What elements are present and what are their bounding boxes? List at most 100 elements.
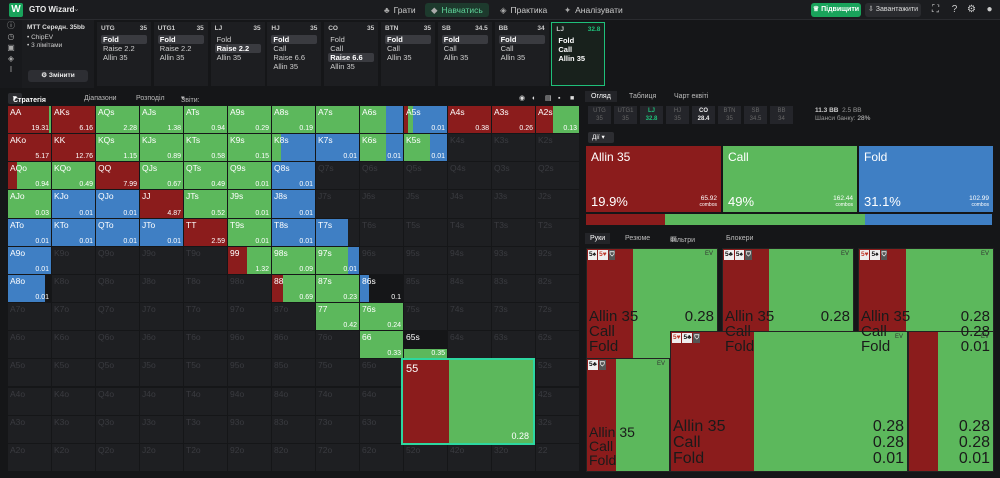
hand-cell[interactable]: AQo 0.94 [8,162,52,191]
info-icon[interactable]: ⓘ [7,21,15,30]
hand-cell[interactable]: 63o [360,415,404,444]
hand-cell[interactable]: A6o [8,331,52,360]
settings-icon[interactable]: ⚙ [967,4,976,15]
hand-cell[interactable]: Q8s 0.01 [272,162,316,191]
action-option[interactable]: Allin 35 [387,53,412,62]
hand-cell[interactable]: Q4o [96,387,140,416]
hand-cell[interactable]: Q6s [360,162,404,191]
hand-cell[interactable]: AKs 6.16 [52,106,96,135]
hand-cell[interactable]: 66 0.33 [360,331,404,360]
hand-cell[interactable]: 52s [536,359,580,388]
hand-cell[interactable]: AQs 2.28 [96,106,140,135]
hand-cell[interactable]: J2s [536,190,580,219]
hand-cell[interactable]: K9o [52,246,96,275]
hand-cell[interactable]: 73o [316,415,360,444]
hand-cell[interactable]: TT 2.59 [184,218,228,247]
clock-icon[interactable]: ◷ [7,32,15,41]
tab-reports[interactable]: Звіти: Флопи ▾ [181,95,202,115]
hand-cell[interactable]: 82o [272,443,316,472]
hand-cell[interactable]: 83o [272,415,316,444]
mini-position[interactable]: UTG1 35 [614,106,637,124]
action-option[interactable]: Raise 2.2 [103,44,135,53]
hand-cell[interactable]: A7s [316,106,360,135]
position-btn[interactable]: BTN 35 Fold Call Allin 35 [381,22,435,86]
hand-cell[interactable]: K8s [272,134,316,163]
hand-cell[interactable]: 98o [228,274,272,304]
action-option[interactable]: Fold [385,35,431,44]
action-option[interactable]: Fold [157,35,204,44]
action-option[interactable]: Fold [558,36,575,45]
hand-cell[interactable]: 77 0.42 [316,303,360,332]
hand-cell[interactable]: J6o [140,331,184,360]
hand-cell[interactable]: AA 19.31 [8,106,52,135]
hand-cell[interactable]: 72o [316,443,360,472]
hand-cell[interactable]: A3o [8,415,52,444]
hand-cell[interactable]: 98s 0.09 [272,246,316,275]
action-option[interactable]: Fold [498,35,545,44]
hand-cell[interactable]: K2o [52,443,96,472]
hand-cell[interactable]: 92o [228,443,272,472]
action-option[interactable]: Fold [271,35,318,44]
hand-cell[interactable]: 86o [272,331,316,360]
hand-cell[interactable]: Q6o [96,331,140,360]
action-option[interactable]: Raise 6.6 [273,53,306,62]
hand-cell[interactable]: 95o [228,359,272,388]
hand-cell[interactable]: 85s [404,274,448,304]
hand-cell[interactable]: 42s [536,387,580,416]
hand-cell[interactable]: Q9s 0.01 [228,162,272,191]
view-mode-icon[interactable]: ◉ [519,95,526,102]
hand-cell[interactable]: KJs 0.89 [140,134,184,163]
hand-cell[interactable]: 84o [272,387,316,416]
hand-cell[interactable]: K9s 0.15 [228,134,272,163]
hand-cell[interactable]: K6s 0.01 [360,134,404,163]
hand-cell[interactable]: 94o [228,387,272,416]
hand-cell[interactable]: 87s 0.23 [316,274,360,304]
action-option[interactable]: Call [443,44,457,53]
hand-cell[interactable]: T4s [448,218,492,247]
action-option[interactable]: Raise 2.2 [159,44,192,53]
hand-cell[interactable]: A7o [8,303,52,332]
hand-cell[interactable]: 64s [448,331,492,360]
hand-cell[interactable]: ATo 0.01 [8,218,52,247]
hand-cell[interactable]: K2s [536,134,580,163]
action-option[interactable]: Call [387,44,400,53]
hand-cell[interactable]: QTs 0.49 [184,162,228,191]
hand-cell[interactable]: 75o [316,359,360,388]
hand-cell[interactable]: J9s 0.01 [228,190,272,219]
position-utg[interactable]: UTG 35 Fold Raise 2.2 Allin 35 [97,22,151,86]
hand-cell[interactable]: K4o [52,387,96,416]
position-bb[interactable]: BB 34 Fold Call Allin 35 [494,22,549,86]
hand-cell[interactable]: J8o [140,274,184,304]
nav-gamepad[interactable]: ♣ Грати [378,3,422,17]
hand-cell[interactable]: 73s [492,303,536,332]
hand-cell[interactable]: J5s [404,190,448,219]
hand-cell[interactable]: 97s 0.01 [316,246,360,275]
position-co[interactable]: CO 35 Fold Call Raise 6.6 Allin 35 [324,22,379,86]
hand-cell[interactable]: 52o [404,443,448,472]
hand-cell[interactable]: Q9o [96,246,140,275]
hand-cell[interactable]: A2s 0.13 [536,106,580,135]
change-button[interactable]: ⚙ Змінити [28,70,88,82]
hand-cell[interactable]: T7o [184,303,228,332]
hand-cell[interactable]: Q2o [96,443,140,472]
tab-hands[interactable]: Руки [585,233,611,244]
action-option[interactable]: Fold [216,35,232,44]
hand-cell[interactable]: 93s [492,246,536,275]
hand-cell[interactable]: 65s 0.35 [404,331,448,360]
hand-cell[interactable]: Q3s [492,162,536,191]
action-option[interactable]: Call [558,45,573,54]
gto-wizard-logo-icon[interactable]: W [9,3,23,17]
hand-cell[interactable]: 96s [360,246,404,275]
hand-cell[interactable]: T9s 0.01 [228,218,272,247]
hand-cell[interactable]: T8o [184,274,228,304]
hand-cell[interactable]: 76o [316,331,360,360]
hand-cell[interactable]: QJo 0.01 [96,190,140,219]
action-option[interactable]: Allin 35 [159,53,185,62]
tab-summary[interactable]: Резюме [625,235,651,242]
hand-cell[interactable]: 62o [360,443,404,472]
hand-cell[interactable]: A8o 0.01 [8,274,52,304]
hand-cell[interactable]: 65o [360,359,404,388]
nav-controller[interactable]: ◈ Практика [494,3,553,17]
tab-filters[interactable]: Фільтри ▤ [670,236,696,244]
action-option[interactable]: Fold [441,35,488,44]
